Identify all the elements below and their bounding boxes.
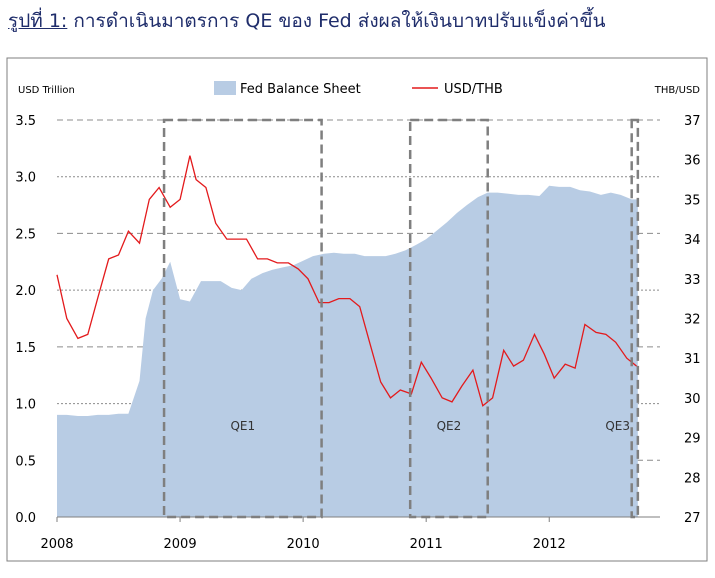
right-tick-label: 27 xyxy=(684,511,701,526)
figure-title: รูปที่ 1: การดำเนินมาตรการ QE ของ Fed ส่… xyxy=(8,6,708,40)
left-axis-label: USD Trillion xyxy=(18,85,75,96)
chart-frame xyxy=(6,57,708,562)
left-tick-label: 1.5 xyxy=(15,341,36,356)
right-tick-label: 33 xyxy=(684,273,701,288)
x-tick-label: 2008 xyxy=(40,537,73,552)
qe-period-box-2 xyxy=(408,118,489,519)
right-tick-label: 34 xyxy=(684,233,701,248)
right-tick-label: 36 xyxy=(684,154,701,169)
left-tick-label: 1.0 xyxy=(15,398,36,413)
left-tick-label: 0.5 xyxy=(15,454,36,469)
legend-label-usdthb: USD/THB xyxy=(444,82,503,97)
right-tick-label: 30 xyxy=(684,392,701,407)
figure-title-text: การดำเนินมาตรการ QE ของ Fed ส่งผลให้เงิน… xyxy=(67,10,606,32)
left-tick-label: 0.0 xyxy=(15,511,36,526)
right-tick-label: 32 xyxy=(684,313,701,328)
fed-balance-sheet-area xyxy=(57,185,638,518)
legend-label-fed-balance: Fed Balance Sheet xyxy=(240,82,361,97)
x-tick-label: 2012 xyxy=(533,537,566,552)
left-tick-label: 2.0 xyxy=(15,284,36,299)
x-tick-label: 2010 xyxy=(287,537,320,552)
x-tick-label: 2011 xyxy=(410,537,443,552)
right-axis-label: THB/USD xyxy=(654,85,701,96)
left-tick-label: 3.5 xyxy=(15,114,36,129)
legend: Fed Balance Sheet USD/THB xyxy=(214,81,503,97)
fed-balance-area-layer xyxy=(57,185,638,518)
axes-layer: 0.0 0.5 1.0 1.5 2.0 2.5 3.0 3.5 27 28 29 30 31 32 33 34… xyxy=(15,85,700,552)
legend-swatch-fed-balance xyxy=(214,81,236,95)
x-tick-label: 2009 xyxy=(164,537,197,552)
qe-period-label: QE1 xyxy=(230,419,255,433)
qe-period-label: QE2 xyxy=(437,419,462,433)
qe-period-label: QE3 xyxy=(605,419,630,433)
left-tick-label: 3.0 xyxy=(15,171,36,186)
usdthb-line-layer xyxy=(56,155,638,407)
right-tick-label: 29 xyxy=(684,432,701,447)
right-tick-label: 28 xyxy=(684,471,701,486)
left-tick-label: 2.5 xyxy=(15,227,36,242)
right-tick-label: 37 xyxy=(684,114,701,129)
right-tick-label: 31 xyxy=(684,352,701,367)
figure-number: รูปที่ 1: xyxy=(8,10,68,32)
right-tick-label: 35 xyxy=(684,193,701,208)
usd-thb-line xyxy=(56,155,638,407)
